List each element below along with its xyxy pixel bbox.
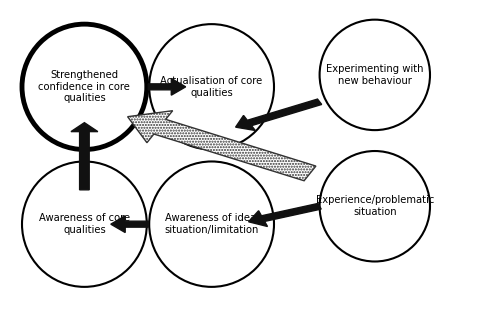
- FancyArrow shape: [148, 78, 186, 95]
- FancyArrow shape: [71, 123, 98, 190]
- FancyArrow shape: [248, 203, 321, 226]
- Text: Awareness of core
qualities: Awareness of core qualities: [39, 213, 130, 235]
- Text: Experience/problematic
situation: Experience/problematic situation: [316, 195, 434, 217]
- Text: Strengthened
confidence in core
qualities: Strengthened confidence in core qualitie…: [38, 70, 130, 104]
- Ellipse shape: [22, 24, 147, 150]
- Ellipse shape: [149, 161, 274, 287]
- Text: Experimenting with
new behaviour: Experimenting with new behaviour: [326, 64, 424, 86]
- Ellipse shape: [320, 20, 430, 130]
- FancyArrow shape: [128, 111, 316, 181]
- Text: Actualisation of core
qualities: Actualisation of core qualities: [160, 76, 262, 98]
- Text: Awareness of ideal
situation/limitation: Awareness of ideal situation/limitation: [164, 213, 259, 235]
- FancyArrow shape: [236, 99, 322, 131]
- Ellipse shape: [320, 151, 430, 262]
- FancyArrow shape: [111, 216, 148, 233]
- Ellipse shape: [149, 24, 274, 150]
- Ellipse shape: [22, 161, 147, 287]
